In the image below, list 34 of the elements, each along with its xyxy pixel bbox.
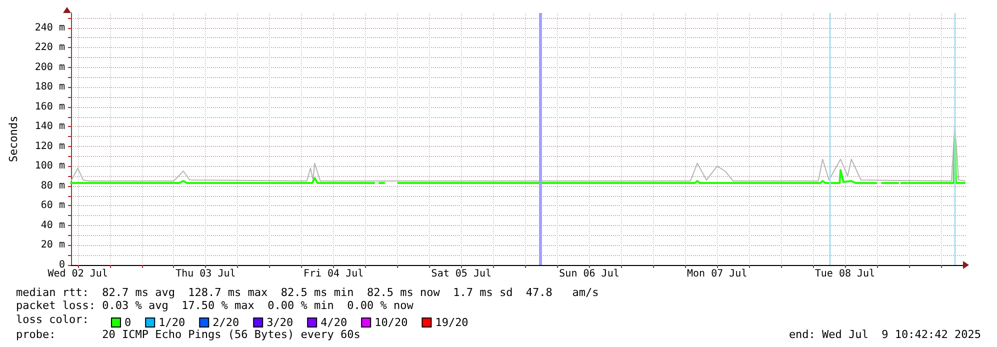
x-tick-label: Mon 07 Jul — [687, 268, 748, 280]
text: packet loss: 0.03 % avg 17.50 % max 0.00 % min 0.00 % now — [16, 299, 414, 312]
legend-label: 0 — [124, 316, 132, 329]
x-tick-label: Wed 02 Jul — [48, 268, 108, 280]
y-tick-label: 200 m — [34, 62, 65, 73]
y-tick-label: 20 m — [40, 240, 65, 251]
y-tick-label: 100 m — [34, 160, 65, 172]
y-tick-label: 180 m — [34, 82, 65, 93]
y-tick-label: 0 — [58, 260, 65, 270]
y-tick-label: 240 m — [34, 22, 65, 34]
y-tick-label: 160 m — [34, 101, 65, 112]
text: median rtt: 82.7 ms avg 128.7 ms max 82.5 ms min 82.5 ms now 1.7 ms sd 47.8 am/s — [16, 286, 599, 299]
legend-label: 19/20 — [435, 316, 468, 329]
y-tick-label: 120 m — [34, 140, 65, 152]
y-tick-label: 140 m — [34, 121, 65, 132]
legend-label: 3/20 — [266, 316, 294, 329]
legend-label: 1/20 — [158, 316, 186, 329]
text: probe: 20 ICMP Echo Pings (56 Bytes) every 60s — [16, 328, 360, 341]
x-tick-label: Sun 06 Jul — [559, 268, 620, 280]
legend-label: 4/20 — [320, 316, 348, 329]
y-tick-label: 40 m — [40, 220, 65, 231]
y-tick-label: 220 m — [34, 42, 65, 54]
y-tick-label: 60 m — [40, 200, 65, 212]
x-tick-label: Thu 03 Jul — [176, 268, 236, 280]
line-series — [70, 124, 966, 182]
y-axis-title: Seconds — [7, 116, 20, 162]
x-tick-label: Fri 04 Jul — [303, 268, 364, 280]
x-tick-label: Tue 08 Jul — [814, 268, 876, 280]
x-tick-label: Sat 05 Jul — [431, 268, 492, 280]
text: end: Wed Jul 9 10:42:42 2025 — [788, 328, 981, 341]
legend-label: 10/20 — [374, 316, 408, 329]
y-tick-label: 80 m — [40, 180, 65, 192]
legend-title: loss color: — [16, 313, 89, 326]
legend-label: 2/20 — [212, 316, 240, 329]
